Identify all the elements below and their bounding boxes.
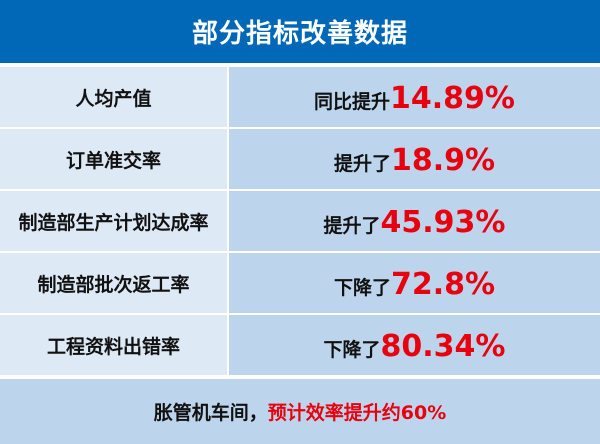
table-row: 工程资料出错率 下降了 80.34% (0, 315, 600, 375)
footer-red-text: 预计效率提升约60% (267, 402, 447, 424)
page-title: 部分指标改善数据 (0, 0, 600, 63)
change-value: 45.93% (380, 205, 506, 240)
footer-black-text: 胀管机车间， (153, 402, 268, 424)
metric-change: 下降了 72.8% (229, 253, 600, 313)
metric-change: 下降了 80.34% (229, 315, 600, 375)
table-row: 人均产值 同比提升 14.89% (0, 67, 600, 127)
metric-change: 同比提升 14.89% (229, 67, 600, 127)
change-prefix: 下降了 (333, 277, 391, 299)
metric-name: 制造部批次返工率 (0, 253, 227, 313)
change-prefix: 提升了 (323, 215, 381, 237)
metric-name: 工程资料出错率 (0, 315, 227, 375)
change-value: 72.8% (390, 267, 496, 302)
metric-change: 提升了 18.9% (229, 129, 600, 189)
metric-name: 人均产值 (0, 67, 227, 127)
table-row: 订单准交率 提升了 18.9% (0, 129, 600, 189)
metric-name: 制造部生产计划达成率 (0, 191, 227, 251)
table-row: 制造部生产计划达成率 提升了 45.93% (0, 191, 600, 251)
footer-note: 胀管机车间， 预计效率提升约60% (0, 379, 600, 444)
change-value: 14.89% (390, 81, 515, 116)
change-value: 80.34% (380, 329, 506, 364)
change-value: 18.9% (390, 143, 496, 178)
change-prefix: 提升了 (333, 153, 391, 175)
metric-change: 提升了 45.93% (229, 191, 600, 251)
table-row: 制造部批次返工率 下降了 72.8% (0, 253, 600, 313)
metric-name: 订单准交率 (0, 129, 227, 189)
change-prefix: 下降了 (323, 339, 381, 361)
change-prefix: 同比提升 (314, 91, 391, 113)
